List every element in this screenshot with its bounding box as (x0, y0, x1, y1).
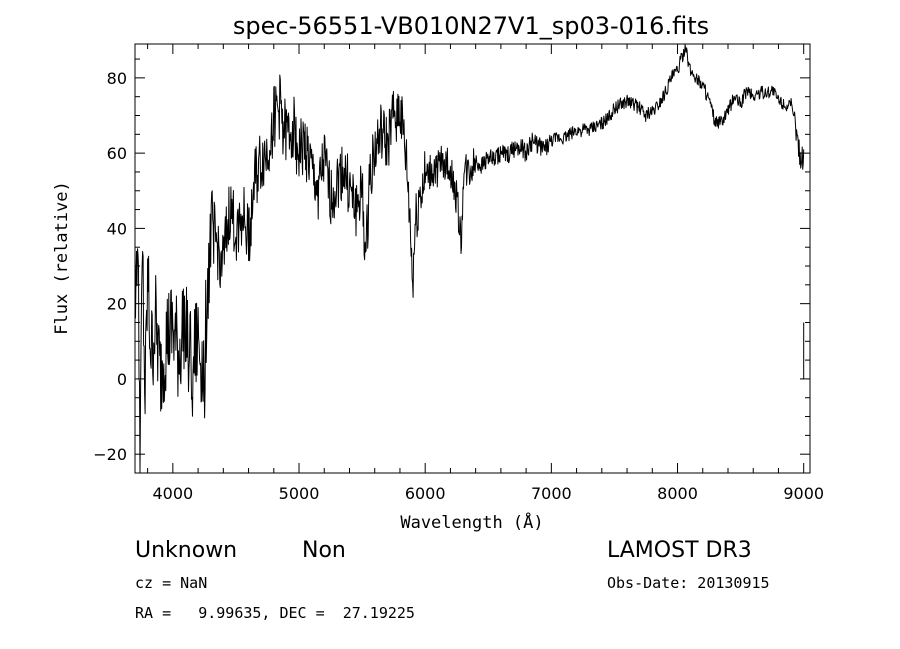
object-type: Unknown (135, 538, 238, 563)
x-tick-label: 4000 (152, 484, 193, 503)
axis-tick-labels: 4000 5000 6000 7000 8000 9000 −20 0 20 40 60 80 (93, 69, 824, 503)
y-tick-label: −20 (93, 445, 127, 464)
survey-name: LAMOST DR3 (607, 538, 752, 563)
y-axis-label: Flux (relative) (52, 181, 72, 335)
series-line (134, 44, 805, 473)
y-tick-label: 20 (107, 295, 127, 314)
y-tick-label: 80 (107, 69, 127, 88)
chart-title: spec-56551-VB010N27V1_sp03-016.fits (233, 12, 709, 40)
y-tick-label: 0 (117, 370, 127, 389)
coordinates-text: RA = 9.99635, DEC = 27.19225 (135, 604, 415, 622)
series-layer (134, 44, 805, 473)
x-tick-label: 7000 (531, 484, 572, 503)
object-subclass: Non (302, 538, 346, 563)
x-tick-label: 6000 (405, 484, 446, 503)
x-axis-label: Wavelength (Å) (400, 511, 543, 533)
y-tick-label: 40 (107, 219, 127, 238)
obs-date-text: Obs-Date: 20130915 (607, 574, 770, 592)
y-tick-label: 60 (107, 144, 127, 163)
redshift-text: cz = NaN (135, 574, 208, 592)
x-tick-label: 5000 (279, 484, 320, 503)
axis-ticks (135, 44, 810, 473)
x-tick-label: 9000 (783, 484, 824, 503)
x-tick-label: 8000 (657, 484, 698, 503)
